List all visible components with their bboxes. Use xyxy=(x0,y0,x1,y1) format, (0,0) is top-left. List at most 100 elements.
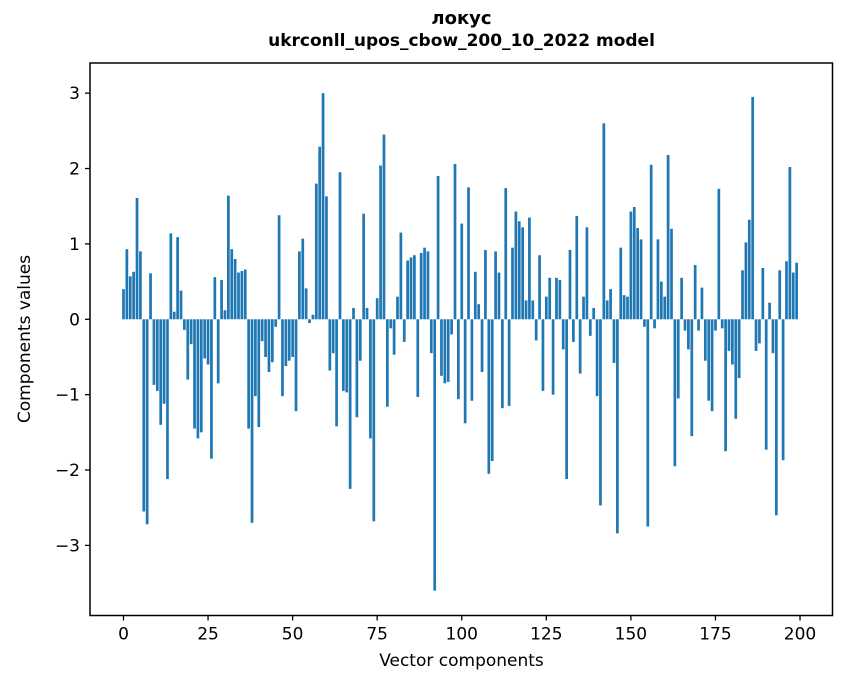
bar xyxy=(656,239,660,320)
bar xyxy=(785,261,788,320)
bar xyxy=(517,221,521,320)
bar xyxy=(318,146,322,320)
bar xyxy=(233,258,237,320)
bar xyxy=(693,265,697,320)
bar xyxy=(751,96,755,320)
bar xyxy=(555,277,558,320)
bar xyxy=(274,319,278,327)
bar xyxy=(734,319,738,419)
x-tick-label: 125 xyxy=(530,625,562,645)
bar xyxy=(585,227,589,320)
bar xyxy=(385,319,389,407)
bar xyxy=(588,319,592,336)
chart-title: локус xyxy=(431,8,492,29)
bar xyxy=(369,319,372,439)
bar xyxy=(338,172,342,320)
bar xyxy=(399,232,403,320)
bar xyxy=(125,249,129,320)
bar xyxy=(392,319,396,355)
bar xyxy=(314,183,318,320)
bar xyxy=(301,238,305,320)
x-tick-label: 100 xyxy=(446,625,478,645)
bar xyxy=(710,319,714,412)
bar xyxy=(220,280,223,320)
bar xyxy=(159,319,163,425)
bar xyxy=(741,270,744,320)
bar xyxy=(646,319,650,527)
bar xyxy=(473,271,477,320)
bar xyxy=(355,319,359,418)
axes-spines xyxy=(89,62,834,617)
bar xyxy=(453,164,457,320)
bar xyxy=(717,188,721,320)
y-axis-ticks xyxy=(85,92,90,547)
y-tick-label: −3 xyxy=(55,536,80,556)
y-tick-label: −2 xyxy=(55,461,80,481)
x-tick-label: 175 xyxy=(699,625,731,645)
bar xyxy=(758,319,761,344)
bar xyxy=(511,247,514,320)
bar xyxy=(162,319,166,404)
bar xyxy=(186,319,190,380)
bar xyxy=(524,300,528,320)
bar xyxy=(582,296,585,320)
bar xyxy=(494,251,497,320)
bar xyxy=(155,319,159,391)
bar xyxy=(287,319,291,361)
x-axis-label: Vector components xyxy=(379,651,544,671)
bar xyxy=(460,223,464,320)
bar xyxy=(697,319,700,331)
bar xyxy=(670,228,673,320)
bar xyxy=(653,319,656,329)
bar xyxy=(169,233,173,320)
bar xyxy=(284,319,288,367)
bar xyxy=(501,319,504,409)
bar xyxy=(565,319,568,480)
bar xyxy=(257,319,261,428)
bar xyxy=(676,319,680,399)
y-tick-label: 1 xyxy=(69,235,80,255)
bar xyxy=(227,195,230,320)
x-tick-label: 200 xyxy=(784,625,816,645)
bar xyxy=(700,287,704,320)
bar xyxy=(795,262,798,320)
bar xyxy=(470,319,474,401)
bar xyxy=(568,249,572,320)
bar xyxy=(680,277,683,320)
bar xyxy=(534,319,538,341)
bar xyxy=(747,219,751,320)
bar xyxy=(548,277,552,320)
bar xyxy=(382,134,386,320)
bar xyxy=(196,319,200,439)
bar xyxy=(128,276,132,320)
bar xyxy=(254,319,257,397)
bar xyxy=(291,319,294,357)
bar xyxy=(406,260,409,320)
bar xyxy=(409,257,413,320)
bar xyxy=(240,271,244,320)
bar xyxy=(270,319,274,363)
bar xyxy=(643,319,646,327)
bar xyxy=(172,311,176,320)
bar xyxy=(622,295,626,320)
bar xyxy=(541,319,545,391)
bar xyxy=(426,251,430,320)
bar xyxy=(281,319,284,397)
y-tick-label: −1 xyxy=(55,386,80,406)
title-block: локус ukrconll_upos_cbow_200_10_2022 mod… xyxy=(90,8,833,52)
bar xyxy=(551,319,555,395)
bar xyxy=(230,249,234,320)
bar xyxy=(193,319,196,429)
bar xyxy=(754,319,758,351)
bar xyxy=(213,277,217,320)
bar xyxy=(561,319,565,350)
bar xyxy=(690,319,694,437)
bar xyxy=(183,319,186,330)
bar xyxy=(572,319,575,342)
bar xyxy=(463,319,467,424)
bar xyxy=(720,319,724,329)
bar xyxy=(321,93,325,320)
bar xyxy=(659,281,663,320)
